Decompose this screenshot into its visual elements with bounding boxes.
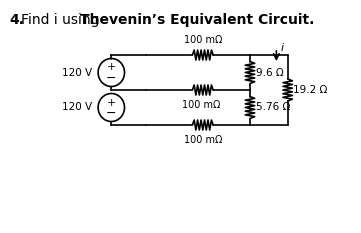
Text: +: + xyxy=(106,97,116,107)
Text: +: + xyxy=(106,62,116,72)
Text: 120 V: 120 V xyxy=(62,103,92,113)
Text: −: − xyxy=(106,107,117,120)
Text: 19.2 Ω: 19.2 Ω xyxy=(293,85,328,95)
Text: 100 mΩ: 100 mΩ xyxy=(182,100,220,110)
Text: Find i using: Find i using xyxy=(21,13,104,27)
Text: 100 mΩ: 100 mΩ xyxy=(184,135,222,145)
Text: 9.6 Ω: 9.6 Ω xyxy=(256,68,283,78)
Text: Thevenin’s Equivalent Circuit.: Thevenin’s Equivalent Circuit. xyxy=(80,13,314,27)
Text: 120 V: 120 V xyxy=(62,68,92,78)
Text: 100 mΩ: 100 mΩ xyxy=(184,35,222,45)
Text: i: i xyxy=(280,43,283,53)
Text: 4.: 4. xyxy=(9,13,25,27)
Text: −: − xyxy=(106,72,117,85)
Text: 5.76 Ω: 5.76 Ω xyxy=(256,103,290,113)
